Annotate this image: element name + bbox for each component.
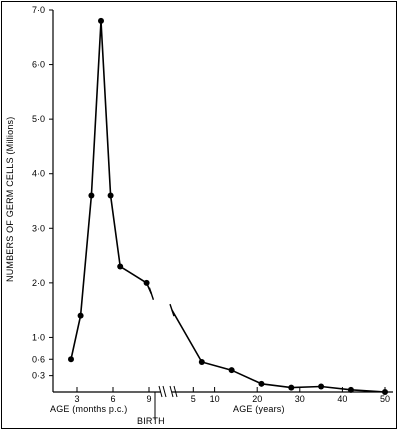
y-axis-title: NUMBERS OF GERM CELLS (Millions) xyxy=(5,117,15,282)
y-tick-label: 2·0 xyxy=(32,278,45,288)
x-tick-label: 5 xyxy=(191,394,196,404)
y-tick-label: 7·0 xyxy=(32,5,45,15)
x-axis-break-mark xyxy=(162,385,167,398)
data-point xyxy=(68,356,74,363)
data-point xyxy=(143,279,150,286)
x-tick-label: 30 xyxy=(295,394,305,404)
data-point xyxy=(77,312,84,319)
data-point xyxy=(98,17,104,24)
data-point xyxy=(382,389,388,395)
x-axis-break-mark xyxy=(169,385,174,398)
data-point xyxy=(117,263,124,270)
data-point xyxy=(107,192,114,199)
data-point xyxy=(198,358,205,365)
y-tick-label: 6·0 xyxy=(32,60,45,70)
y-tick-label: 1·0 xyxy=(32,332,45,342)
x-tick-label: 40 xyxy=(337,394,347,404)
data-point xyxy=(258,380,265,387)
series-break-tick xyxy=(169,303,175,317)
series-line-prenatal xyxy=(70,20,153,360)
x-axis-title-postnatal: AGE (years) xyxy=(233,404,285,414)
y-tick-label: 0·3 xyxy=(32,371,45,381)
x-axis-break-mark xyxy=(173,385,178,398)
y-tick-label: 3·0 xyxy=(32,223,45,233)
data-point xyxy=(88,192,95,199)
birth-label: BIRTH xyxy=(137,416,165,426)
x-tick-label: 10 xyxy=(210,394,220,404)
x-tick-label: 3 xyxy=(74,394,79,404)
x-tick-label: 50 xyxy=(380,394,390,404)
x-tick-label: 9 xyxy=(146,394,151,404)
data-point xyxy=(228,367,235,374)
data-point xyxy=(288,384,295,391)
x-axis-title-prenatal: AGE (months p.c.) xyxy=(50,404,127,414)
data-point xyxy=(318,383,325,390)
data-point xyxy=(347,386,354,393)
y-tick-label: 5·0 xyxy=(32,114,45,124)
series-line-postnatal xyxy=(171,309,386,393)
y-tick-label: 4·0 xyxy=(32,169,45,179)
series-break-tick xyxy=(148,287,155,300)
x-axis-break-mark xyxy=(158,385,163,398)
x-tick-label: 6 xyxy=(110,394,115,404)
y-tick-label: 0·6 xyxy=(32,354,45,364)
x-tick-label: 20 xyxy=(252,394,262,404)
